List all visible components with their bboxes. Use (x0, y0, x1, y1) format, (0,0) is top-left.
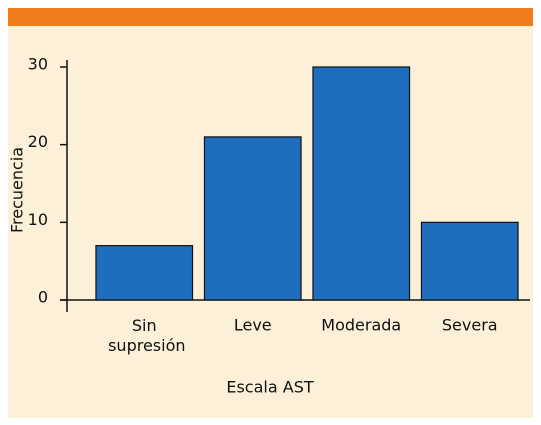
x-tick-label: Severa (442, 316, 498, 335)
y-tick-label: 0 (38, 288, 48, 307)
bar (312, 66, 411, 301)
y-tick-label: 10 (28, 210, 48, 229)
header-strip (8, 8, 533, 26)
y-axis-title: Frecuencia (8, 147, 27, 233)
bar (420, 221, 519, 301)
x-axis-title: Escala AST (226, 378, 313, 397)
y-tick-label: 30 (28, 55, 48, 74)
x-tick-label: Moderada (321, 316, 401, 335)
x-tick-label: Leve (234, 316, 272, 335)
bar (95, 245, 194, 301)
bar (203, 136, 302, 301)
x-tick-label: Sin supresión (103, 316, 186, 355)
y-tick-label: 20 (28, 132, 48, 151)
